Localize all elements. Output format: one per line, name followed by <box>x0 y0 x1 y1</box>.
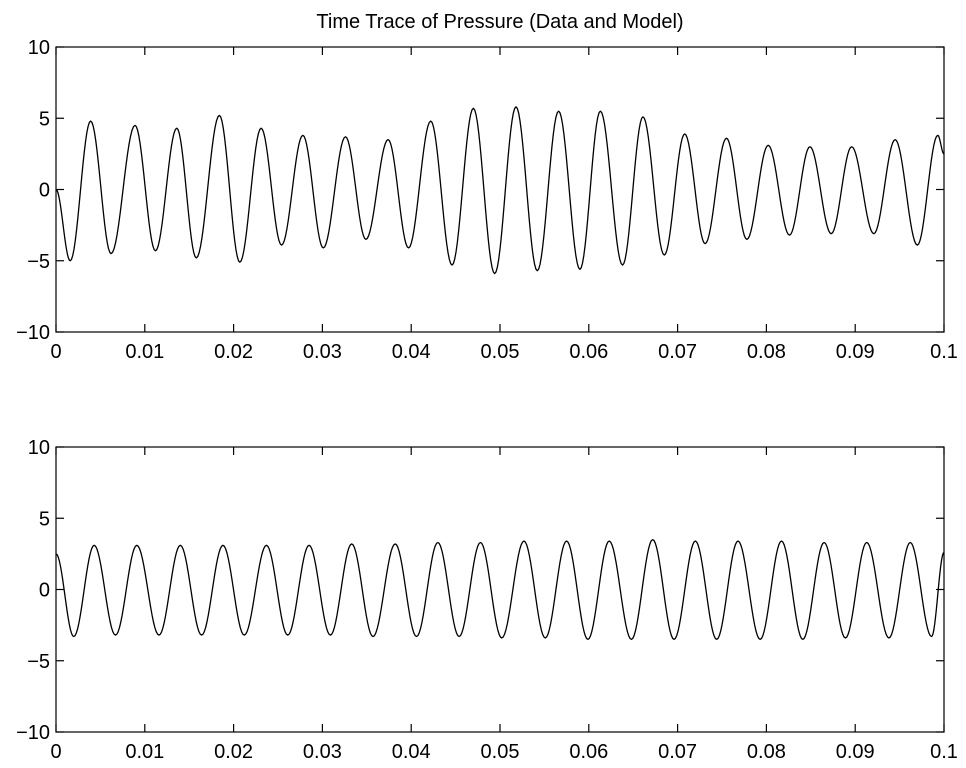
y-tick-label: 0 <box>39 180 50 202</box>
x-tick-label: 0.09 <box>836 341 875 363</box>
chart-title: Time Trace of Pressure (Data and Model) <box>316 11 683 33</box>
x-tick-label: 0.03 <box>303 741 342 763</box>
x-tick-label: 0 <box>50 341 61 363</box>
x-tick-label: 0.08 <box>747 741 786 763</box>
chart-panel-2: 0 0.01 0.02 0.03 0.04 0.05 0.06 0.07 0.08 0.09 0.1… <box>16 437 958 763</box>
x-tick-label: 0.06 <box>569 741 608 763</box>
x-tick-label: 0.07 <box>658 741 697 763</box>
x-tick-label: 0.05 <box>481 341 520 363</box>
x-tick-label: 0.05 <box>481 741 520 763</box>
y-tick-label: −5 <box>27 251 50 273</box>
series-line-2 <box>55 538 945 641</box>
y-tick-label: 5 <box>39 508 50 530</box>
x-tick-label: 0.07 <box>658 341 697 363</box>
chart-panel-1: 0 0.01 0.02 0.03 0.04 0.05 0.06 0.07 0.08 0.09 0.1… <box>16 37 958 363</box>
y-tick-label: 5 <box>39 108 50 130</box>
y-tick-label: −10 <box>16 722 50 744</box>
y-tick-label: −10 <box>16 322 50 344</box>
x-tick-label: 0.02 <box>214 741 253 763</box>
x-tick-label: 0.04 <box>392 741 431 763</box>
x-tick-label: 0.03 <box>303 341 342 363</box>
y-tick-label: 0 <box>39 580 50 602</box>
x-tick-label: 0.01 <box>125 741 164 763</box>
plot-frame <box>55 46 945 333</box>
x-tick-label: 0.09 <box>836 741 875 763</box>
x-tick-label: 0.06 <box>569 341 608 363</box>
y-tick-label: 10 <box>28 437 50 459</box>
y-tick-label: 10 <box>28 37 50 59</box>
x-tick-label: 0 <box>50 741 61 763</box>
x-tick-label: 0.02 <box>214 341 253 363</box>
x-tick-label: 0.08 <box>747 341 786 363</box>
x-tick-label: 0.1 <box>930 741 958 763</box>
y-tick-label: −5 <box>27 651 50 673</box>
series-line-1 <box>55 106 945 275</box>
plot-frame <box>55 446 945 733</box>
x-tick-label: 0.04 <box>392 341 431 363</box>
x-tick-label: 0.1 <box>930 341 958 363</box>
x-tick-label: 0.01 <box>125 341 164 363</box>
